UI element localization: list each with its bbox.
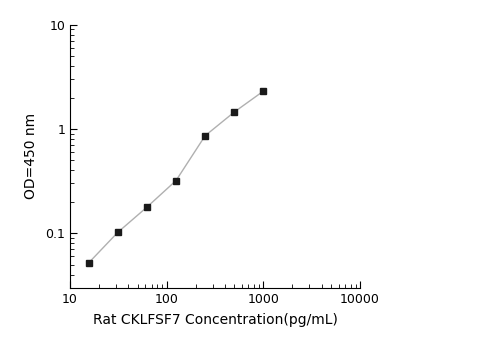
X-axis label: Rat CKLFSF7 Concentration(pg/mL): Rat CKLFSF7 Concentration(pg/mL) [92,313,338,327]
Y-axis label: OD=450 nm: OD=450 nm [24,113,38,199]
